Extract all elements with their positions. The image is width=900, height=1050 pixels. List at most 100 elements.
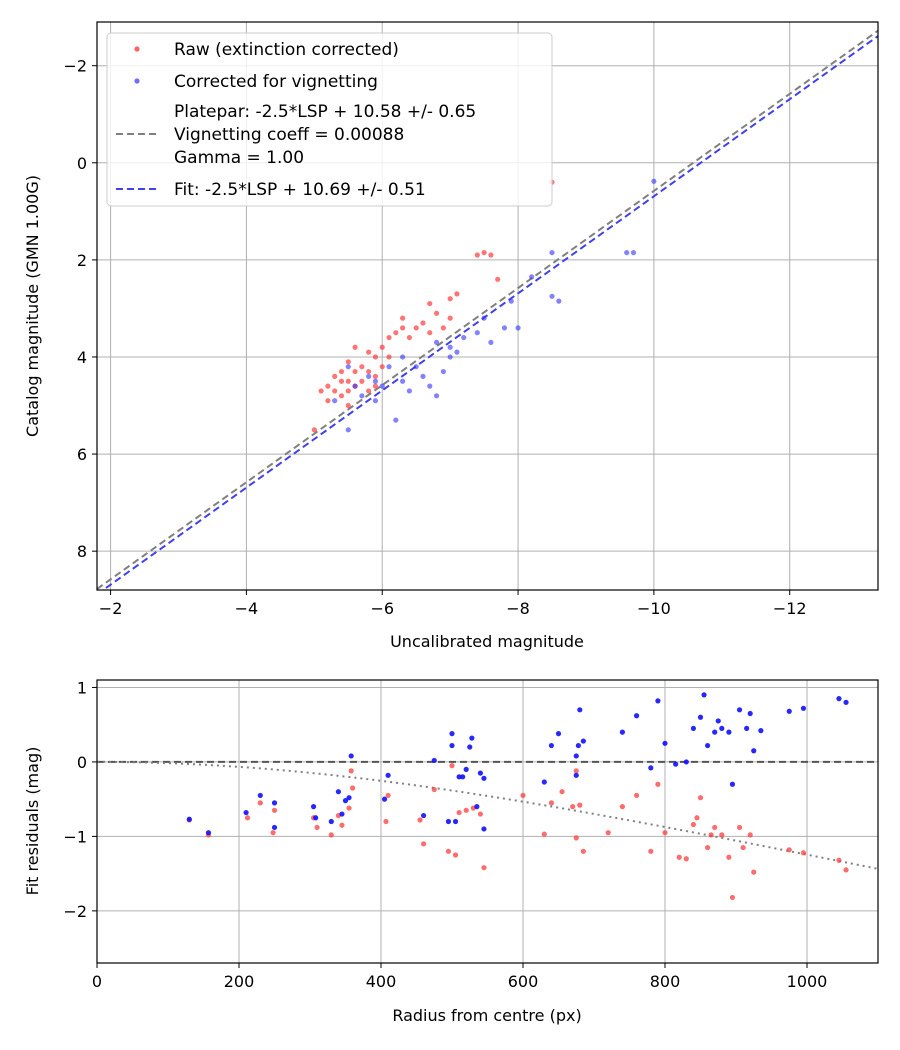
- bottom-point-corrected: [747, 710, 753, 717]
- top-point-raw: [366, 388, 372, 394]
- bottom-point-raw: [339, 822, 345, 828]
- top-x-tick-label: −10: [637, 599, 671, 618]
- bottom-point-raw: [648, 848, 654, 854]
- bottom-point-corrected: [575, 742, 581, 749]
- top-point-raw: [400, 315, 406, 321]
- top-point-corrected: [481, 315, 487, 321]
- top-y-tick-label: 0: [77, 154, 87, 173]
- bottom-point-raw: [477, 811, 483, 817]
- bottom-point-corrected: [243, 809, 249, 816]
- top-y-tick-label: 6: [77, 445, 87, 464]
- top-scatter-points: [311, 178, 657, 433]
- bottom-point-corrected: [800, 705, 807, 711]
- bottom-point-raw: [751, 869, 757, 875]
- bottom-point-corrected: [452, 818, 459, 825]
- bottom-point-corrected: [697, 714, 704, 720]
- top-point-corrected: [529, 274, 535, 280]
- bottom-point-corrected: [843, 699, 849, 705]
- top-point-raw: [406, 334, 412, 341]
- bottom-point-corrected: [257, 792, 263, 799]
- bottom-point-raw: [417, 817, 423, 823]
- bottom-point-raw: [445, 848, 452, 854]
- top-point-corrected: [508, 298, 514, 304]
- top-point-raw: [352, 344, 358, 350]
- bottom-point-raw: [708, 832, 714, 838]
- bottom-point-raw: [726, 854, 732, 860]
- top-point-raw: [386, 354, 392, 360]
- top-point-corrected: [488, 339, 494, 346]
- bottom-point-raw: [712, 824, 718, 831]
- bottom-point-raw: [705, 844, 711, 851]
- bottom-point-corrected: [719, 725, 725, 732]
- top-point-raw: [359, 378, 365, 384]
- bottom-point-raw: [456, 809, 462, 816]
- top-point-corrected: [352, 383, 358, 389]
- bottom-point-corrected: [573, 753, 579, 759]
- top-reference-lines: [97, 29, 878, 590]
- top-point-raw: [338, 378, 345, 384]
- top-point-raw: [325, 398, 331, 404]
- bottom-point-corrected: [449, 742, 455, 749]
- bottom-point-corrected: [726, 729, 732, 735]
- top-point-corrected: [651, 178, 657, 184]
- legend-marker-raw: [134, 46, 140, 52]
- bottom-point-corrected: [328, 818, 334, 825]
- bottom-point-raw: [605, 830, 611, 836]
- bottom-point-corrected: [712, 729, 718, 735]
- top-point-raw: [474, 252, 480, 258]
- bottom-x-tick-label: 1000: [787, 972, 828, 991]
- top-point-raw: [318, 388, 324, 394]
- top-point-raw: [420, 320, 426, 326]
- bottom-point-raw: [421, 841, 427, 847]
- top-point-corrected: [515, 325, 521, 331]
- bottom-point-raw: [520, 792, 526, 799]
- top-point-raw: [366, 349, 372, 355]
- top-point-raw: [332, 373, 338, 379]
- bottom-point-raw: [729, 894, 736, 901]
- bottom-point-corrected: [463, 766, 469, 772]
- bottom-point-corrected: [662, 740, 668, 746]
- bottom-y-tick-label: −1: [63, 827, 87, 846]
- top-point-raw: [433, 310, 440, 316]
- top-point-corrected: [433, 393, 440, 399]
- bottom-point-corrected: [836, 696, 842, 702]
- bottom-point-raw: [350, 785, 356, 791]
- top-point-raw: [481, 250, 487, 256]
- top-x-tick-label: −12: [773, 599, 807, 618]
- top-line-fit: [101, 35, 878, 590]
- top-x-tick-label: −6: [370, 599, 394, 618]
- top-point-raw: [338, 393, 345, 399]
- bottom-point-corrected: [786, 708, 792, 714]
- bottom-point-raw: [271, 807, 278, 813]
- bottom-point-raw: [577, 802, 583, 808]
- top-point-raw: [400, 325, 406, 331]
- bottom-point-corrected: [580, 738, 586, 744]
- top-point-raw: [311, 427, 317, 433]
- top-point-raw: [366, 368, 372, 375]
- bottom-point-raw: [634, 792, 640, 799]
- bottom-point-raw: [328, 832, 334, 838]
- bottom-point-raw: [348, 768, 354, 774]
- bottom-point-corrected: [348, 753, 354, 759]
- bottom-y-ticks: 1 0 −1 −2: [63, 678, 97, 921]
- bottom-point-raw: [719, 832, 725, 838]
- top-point-corrected: [556, 298, 562, 304]
- legend: Raw (extinction corrected) Corrected for…: [106, 32, 553, 207]
- top-point-corrected: [406, 388, 412, 394]
- bottom-point-corrected: [758, 728, 764, 734]
- bottom-point-corrected: [460, 774, 466, 780]
- bottom-point-raw: [694, 815, 700, 821]
- bottom-axes-frame: [96, 679, 879, 964]
- bottom-panel: 0 200 400 600 800 1000 1 0 −1 −2 Radius from cen…: [23, 678, 879, 1025]
- top-point-corrected: [433, 339, 440, 346]
- bottom-point-corrected: [467, 744, 473, 750]
- top-point-corrected: [413, 364, 419, 370]
- top-point-raw: [427, 300, 433, 307]
- top-point-raw: [359, 364, 365, 370]
- bottom-point-corrected: [445, 818, 452, 825]
- top-point-corrected: [420, 373, 426, 379]
- bottom-point-corrected: [555, 731, 562, 737]
- bottom-point-raw: [786, 847, 792, 853]
- top-point-corrected: [386, 364, 392, 370]
